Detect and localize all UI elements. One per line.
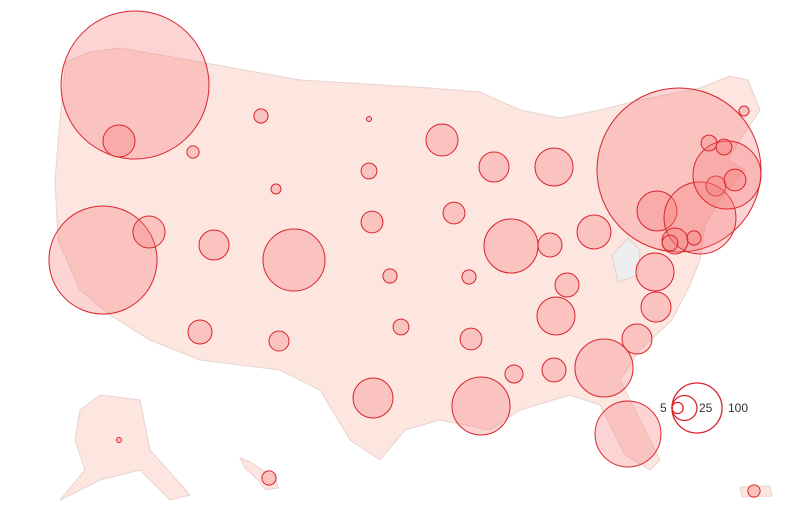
bubble[interactable] (187, 319, 213, 345)
bubble[interactable] (636, 190, 678, 232)
bubble[interactable] (478, 151, 510, 183)
hawaii (238, 457, 279, 491)
bubble[interactable] (621, 323, 653, 355)
bubble[interactable] (640, 291, 672, 323)
bubble[interactable] (700, 134, 718, 152)
alaska (59, 394, 191, 501)
bubble[interactable] (576, 214, 612, 250)
bubble[interactable] (459, 327, 483, 351)
bubble[interactable] (102, 124, 136, 158)
bubble[interactable] (738, 105, 750, 117)
bubble[interactable] (541, 357, 567, 383)
bubble[interactable] (692, 140, 762, 210)
bubble[interactable] (48, 205, 158, 315)
bubble[interactable] (536, 296, 576, 336)
bubble[interactable] (574, 338, 634, 398)
legend-label-100: 100 (728, 401, 748, 415)
legend-label-5: 5 (660, 401, 667, 415)
bubble[interactable] (60, 10, 210, 160)
legend-label-25: 25 (699, 401, 713, 415)
bubble[interactable] (352, 377, 394, 419)
bubble[interactable] (461, 269, 477, 285)
bubble[interactable] (261, 470, 277, 486)
bubble[interactable] (392, 318, 410, 336)
contiguous-us (54, 47, 761, 471)
bubble[interactable] (723, 168, 747, 192)
land (54, 47, 773, 501)
bubble[interactable] (663, 181, 737, 255)
bubble[interactable] (132, 215, 166, 249)
bubble[interactable] (382, 268, 398, 284)
bubble[interactable] (262, 228, 326, 292)
bubble[interactable] (268, 330, 290, 352)
bubble[interactable] (360, 162, 378, 180)
legend-circle-5 (671, 401, 684, 415)
bubble[interactable] (198, 229, 230, 261)
bubble[interactable] (360, 210, 384, 234)
bubble[interactable] (483, 218, 539, 274)
bubble[interactable] (116, 437, 122, 443)
bubble[interactable] (186, 145, 200, 159)
bubble[interactable] (253, 108, 269, 124)
bubble[interactable] (635, 252, 675, 292)
bubble[interactable] (451, 376, 511, 436)
legend-circle-25 (671, 394, 698, 422)
size-legend: 5 25 100 (660, 382, 748, 434)
bubble[interactable] (747, 484, 761, 498)
bubble[interactable] (594, 400, 662, 468)
bubble[interactable] (366, 116, 372, 122)
bubble[interactable] (425, 123, 459, 157)
bubble[interactable] (270, 183, 282, 195)
bubbles (48, 10, 762, 498)
bubble[interactable] (537, 232, 563, 258)
bubble[interactable] (554, 272, 580, 298)
bubble[interactable] (686, 230, 702, 246)
bubble[interactable] (661, 234, 679, 252)
bubble[interactable] (715, 138, 733, 156)
bubble[interactable] (534, 147, 574, 187)
bubble[interactable] (504, 364, 524, 384)
bubble[interactable] (442, 201, 466, 225)
